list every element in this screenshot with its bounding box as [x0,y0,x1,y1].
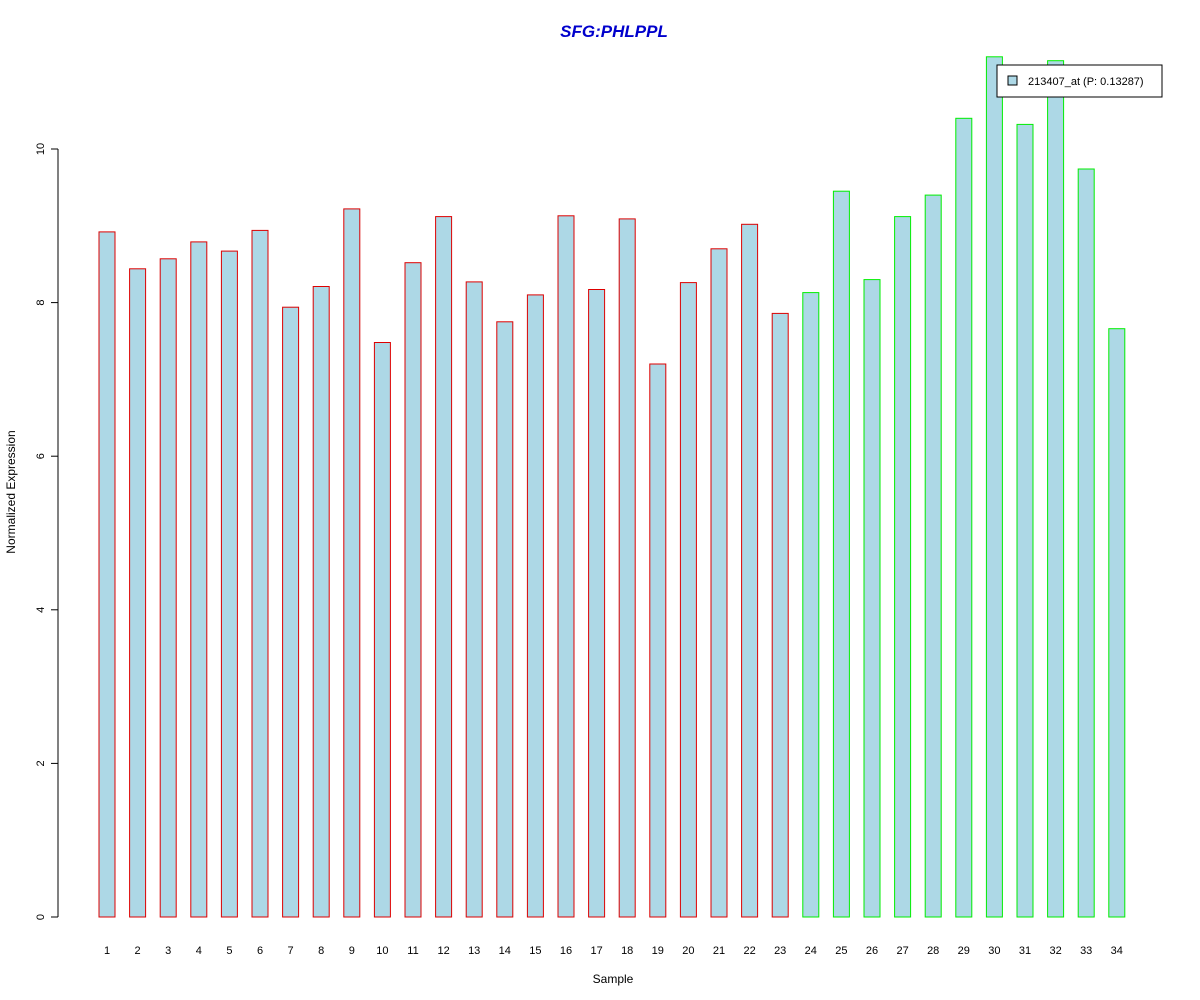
bar [924,194,942,918]
bar [129,268,147,918]
x-tick-label: 34 [1111,945,1123,957]
bar [282,306,300,918]
x-tick-labels: 1 2 3 4 5 6 7 8 9 10 11 12 13 14 15 16 17 18 19 20 21 22 23 24 2… [104,945,1123,957]
bar [710,248,728,918]
legend-box [996,64,1163,98]
x-tick-label: 24 [805,945,817,957]
x-tick-label: 4 [196,945,202,957]
x-tick-label: 10 [376,945,388,957]
x-tick-label: 22 [743,945,755,957]
bar [649,363,667,918]
x-tick-label: 7 [288,945,294,957]
x-tick-label: 16 [560,945,572,957]
x-tick-label: 13 [468,945,480,957]
bar [190,241,208,918]
x-tick-label: 25 [835,945,847,957]
bar [1077,168,1095,918]
y-axis-label: Normalized Expression [4,430,18,553]
bar [373,342,391,918]
bar [220,250,238,918]
bar [955,117,973,918]
x-tick-label: 2 [135,945,141,957]
x-tick-label: 23 [774,945,786,957]
x-tick-label: 17 [590,945,602,957]
y-tick-label: 4 [35,607,47,613]
bar [618,218,636,918]
bar [679,282,697,918]
x-tick-label: 30 [988,945,1000,957]
x-tick-label: 1 [104,945,110,957]
bar [404,262,422,918]
bar [496,321,514,918]
y-tick-label: 8 [35,300,47,306]
legend: 213407_at (P: 0.13287) [996,64,1163,98]
bar [771,312,789,918]
x-tick-label: 5 [226,945,232,957]
x-tick-label: 32 [1049,945,1061,957]
bar [894,216,912,918]
x-tick-label: 3 [165,945,171,957]
y-tick-label: 10 [35,143,47,155]
x-tick-label: 29 [958,945,970,957]
x-tick-label: 21 [713,945,725,957]
x-tick-label: 15 [529,945,541,957]
x-axis-label: Sample [593,972,634,986]
chart-title: SFG:PHLPPL [560,22,668,41]
bar [526,294,544,918]
x-tick-label: 31 [1019,945,1031,957]
bar [1047,60,1065,918]
x-tick-label: 20 [682,945,694,957]
bar [343,208,361,918]
legend-swatch [1007,75,1018,86]
x-tick-label: 6 [257,945,263,957]
x-tick-label: 11 [407,945,418,957]
legend-label: 213407_at (P: 0.13287) [1028,76,1144,88]
bars-group [98,56,1126,918]
x-tick-label: 33 [1080,945,1092,957]
x-tick-label: 28 [927,945,939,957]
x-tick-label: 26 [866,945,878,957]
bar [863,279,881,918]
x-tick-label: 14 [499,945,511,957]
y-tick-label: 0 [35,914,47,920]
y-tick-label: 2 [35,760,47,766]
bar [98,231,116,918]
y-tick-label: 6 [35,453,47,459]
bar [465,281,483,918]
bar [159,258,177,918]
x-tick-label: 27 [896,945,908,957]
bar [832,190,850,918]
bar [435,216,453,918]
bar [557,215,575,918]
bar [588,289,606,918]
bar [312,286,330,918]
bar [985,56,1003,918]
x-tick-label: 19 [652,945,664,957]
bar [741,223,759,918]
x-tick-label: 8 [318,945,324,957]
bar [802,292,820,918]
x-tick-label: 12 [437,945,449,957]
bar [1016,123,1034,918]
bar [1108,328,1126,918]
bar [251,229,269,918]
x-tick-label: 18 [621,945,633,957]
x-tick-label: 9 [349,945,355,957]
y-axis: 0 2 4 6 8 10 [35,143,59,920]
